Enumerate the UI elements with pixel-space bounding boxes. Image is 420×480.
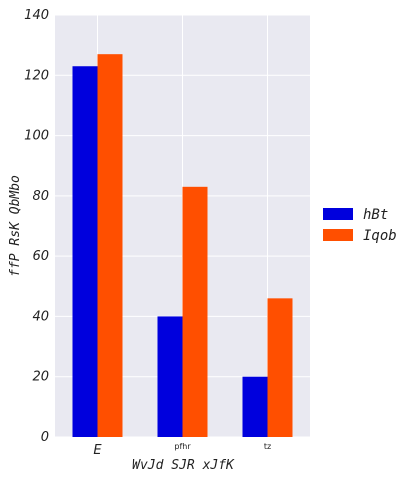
bar-hBt-E bbox=[73, 66, 98, 437]
bar-hBt-pfhr bbox=[158, 316, 183, 437]
legend-label-hBt: hBt bbox=[363, 207, 388, 223]
x-tick-label: tz bbox=[264, 442, 271, 451]
legend-swatch-hBt bbox=[323, 208, 353, 220]
bar-Iqob-E bbox=[98, 54, 123, 437]
y-tick-label: 80 bbox=[32, 189, 49, 204]
legend-swatch-Iqob bbox=[323, 229, 353, 241]
y-axis-label: ffP RsK QbMbo bbox=[8, 175, 23, 277]
x-tick-label: E bbox=[93, 443, 102, 458]
legend-label-Iqob: Iqob bbox=[363, 228, 397, 244]
bar-Iqob-pfhr bbox=[183, 187, 208, 437]
y-tick-label: 100 bbox=[24, 129, 49, 144]
legend: hBt Iqob bbox=[323, 207, 397, 244]
y-tick-label: 40 bbox=[32, 309, 49, 324]
x-axis-label: WvJd SJR xJfK bbox=[132, 458, 235, 473]
y-tick-label: 0 bbox=[41, 430, 49, 445]
bar-hBt-tz bbox=[243, 377, 268, 437]
x-tick-label: pfhr bbox=[174, 442, 191, 451]
y-tick-label: 60 bbox=[32, 249, 49, 264]
y-tick-label: 140 bbox=[24, 8, 49, 23]
y-tick-labels: 0 20 40 60 80 100 120 140 bbox=[24, 8, 49, 445]
y-tick-label: 120 bbox=[24, 68, 49, 83]
bar-Iqob-tz bbox=[268, 298, 293, 437]
y-tick-label: 20 bbox=[32, 370, 49, 385]
